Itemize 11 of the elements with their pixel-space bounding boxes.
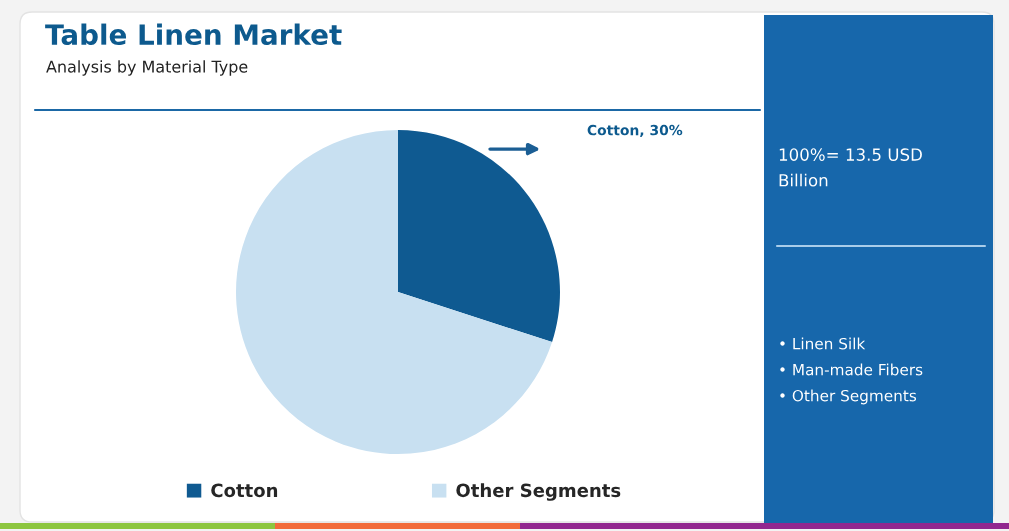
text: • Other Segments — [780, 389, 917, 405]
chart-subtitle: Analysis by Material Type — [46, 60, 248, 76]
legend-label: Cotton — [211, 483, 278, 498]
data-label: Cotton, 30% — [587, 124, 683, 138]
text: • Man-made Fibers — [780, 363, 923, 376]
text: • Linen Silk — [780, 337, 866, 350]
pie-slice — [398, 130, 560, 343]
text: 100%= 13.5 USD Billion — [779, 148, 922, 187]
chart-title: Table Linen Market — [45, 23, 342, 46]
pie-slice — [236, 130, 553, 454]
legend-label: Other Segments — [456, 483, 621, 501]
